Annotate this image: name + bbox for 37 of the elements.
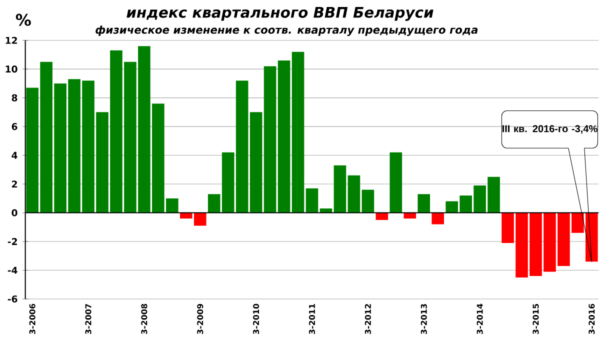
y-tick-label: 0 [12, 209, 18, 216]
y-tick-label: 10 [6, 66, 18, 73]
bar [236, 80, 248, 213]
bar [292, 52, 304, 213]
x-tick-label: 3-2008 [141, 304, 148, 334]
text: % [16, 14, 31, 26]
bar [250, 112, 262, 213]
y-tick-label: 6 [12, 123, 18, 130]
y-tick-label: 2 [12, 180, 17, 188]
y-tick-label: -6 [8, 295, 18, 303]
bar [264, 66, 276, 213]
y-tick-label: -4 [8, 266, 18, 274]
x-tick-label: 3-2015 [532, 304, 539, 334]
bar [390, 152, 402, 213]
bar [418, 194, 430, 213]
x-tick-label: 3-2013 [420, 304, 427, 334]
x-tick-label: 3-2014 [476, 304, 483, 334]
y-tick-label: 8 [12, 94, 18, 102]
chart-title: индекс квартального ВВП Беларуси [126, 6, 434, 21]
x-tick-label: 3-2010 [253, 304, 260, 334]
x-tick-label: 3-2007 [85, 304, 92, 334]
y-tick-label: 12 [6, 36, 17, 44]
x-tick-label: 3-2016 [588, 304, 595, 334]
y-tick-label: -2 [8, 238, 17, 245]
bar [278, 60, 290, 213]
annotation: III кв. 2016-го -3,4% [502, 125, 598, 134]
x-tick-label: 3-2011 [308, 304, 316, 334]
bar [306, 188, 318, 213]
bar [334, 165, 346, 213]
y-tick-label: 4 [12, 152, 18, 159]
bar [348, 175, 360, 213]
x-tick-label: 3-2009 [197, 304, 204, 334]
bar [362, 190, 374, 213]
chart-subtitle: физическое изменение к соотв. кварталу предыдущего года [96, 26, 478, 36]
x-tick-label: 3-2006 [29, 304, 36, 334]
bar [432, 212, 444, 224]
x-tick-label: 3-2012 [364, 304, 371, 334]
